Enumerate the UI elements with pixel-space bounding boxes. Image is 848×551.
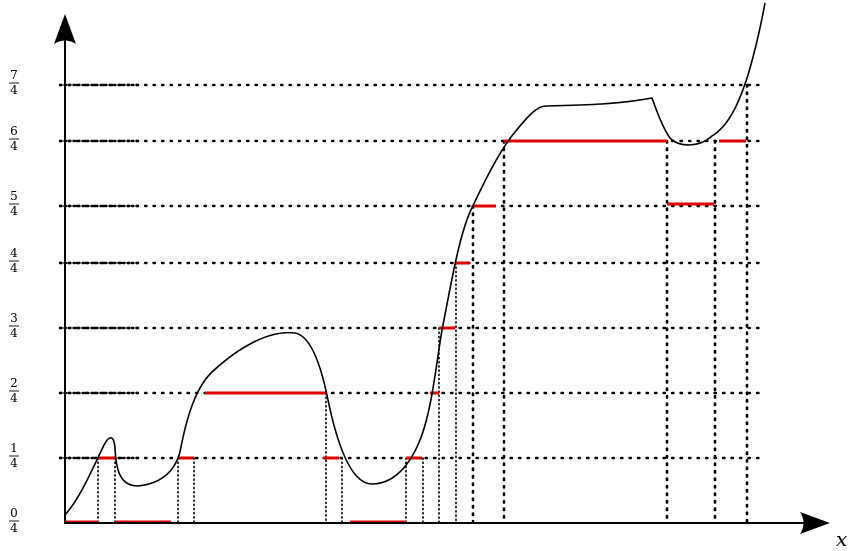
tick-denominator: 4	[10, 521, 18, 535]
tick-denominator: 4	[10, 204, 18, 218]
tick-denominator: 4	[10, 261, 18, 275]
y-tick-label: 24	[9, 376, 19, 405]
y-tick-label: 74	[9, 68, 19, 97]
crossing-guides-bold	[471, 83, 749, 524]
y-tick-label: 34	[9, 311, 19, 340]
x-axis-label: x	[836, 527, 847, 551]
y-tick-label: 64	[9, 124, 19, 153]
tick-numerator: 6	[10, 124, 18, 138]
function-curve	[64, 2, 766, 516]
tick-numerator: 3	[10, 311, 18, 325]
level-gridline-heads	[58, 83, 142, 460]
tick-numerator: 0	[10, 506, 18, 520]
x-axis-arrowhead	[800, 512, 830, 534]
tick-denominator: 4	[10, 391, 18, 405]
tick-numerator: 5	[10, 189, 18, 203]
tick-numerator: 7	[10, 68, 18, 82]
tick-denominator: 4	[10, 456, 18, 470]
y-tick-label: 54	[9, 189, 19, 218]
y-tick-label: 14	[9, 441, 19, 470]
tick-denominator: 4	[10, 139, 18, 153]
y-axis	[54, 14, 76, 524]
y-tick-label: 04	[9, 506, 19, 535]
tick-denominator: 4	[10, 83, 18, 97]
tick-numerator: 2	[10, 376, 18, 390]
y-axis-arrowhead	[54, 14, 76, 44]
tick-denominator: 4	[10, 326, 18, 340]
y-tick-label: 44	[9, 246, 19, 275]
tick-numerator: 1	[10, 441, 18, 455]
x-axis	[64, 512, 830, 534]
tick-numerator: 4	[10, 246, 18, 260]
